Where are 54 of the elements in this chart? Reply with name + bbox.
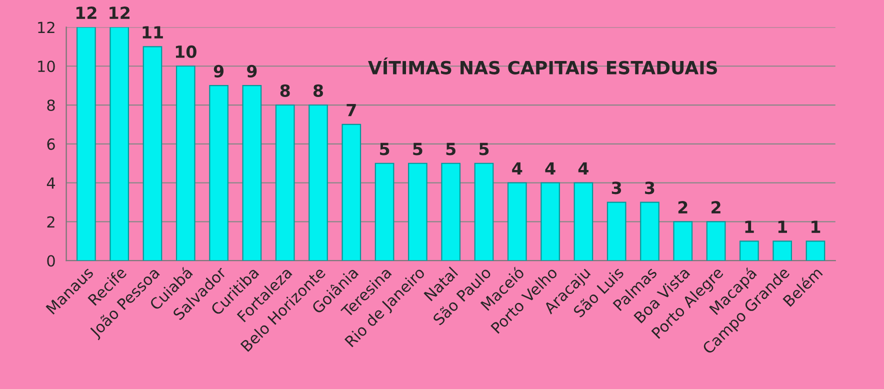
y-tick-label: 8: [47, 99, 55, 112]
bar: [474, 162, 494, 261]
bar: [740, 240, 759, 261]
data-label: 2: [712, 201, 720, 214]
y-tick-label: 4: [46, 177, 56, 189]
bar: [176, 66, 196, 261]
data-label: 3: [612, 182, 622, 194]
bar: [772, 240, 792, 261]
bar: [574, 182, 594, 261]
data-label: 9: [214, 64, 224, 78]
data-label: 12: [110, 6, 130, 19]
bar: [342, 124, 362, 261]
bar: [606, 202, 626, 261]
bar: [110, 27, 130, 261]
bar: [706, 221, 726, 261]
bar: [308, 104, 328, 261]
data-label: 4: [545, 162, 556, 174]
bar: [673, 221, 693, 261]
data-label: 1: [745, 220, 754, 233]
bar: [640, 202, 660, 261]
data-label: 8: [313, 84, 324, 97]
bar: [806, 240, 826, 261]
data-label: 5: [446, 142, 456, 156]
data-label: 3: [645, 182, 654, 194]
data-label: 2: [678, 201, 688, 214]
data-label: 8: [280, 84, 290, 97]
data-label: 7: [346, 104, 356, 116]
y-tick-label: 6: [47, 138, 55, 150]
data-label: 11: [142, 26, 163, 38]
data-label: 1: [778, 220, 787, 233]
data-label: 1: [812, 220, 820, 233]
y-tick-label: 0: [47, 255, 55, 267]
bar: [540, 182, 560, 261]
data-label: 5: [413, 142, 422, 156]
bar: [209, 85, 228, 261]
bar: [142, 46, 162, 261]
data-label: 5: [479, 142, 489, 156]
y-tick-label: 10: [38, 60, 55, 72]
bar: [242, 85, 262, 261]
data-label: 4: [512, 162, 522, 174]
y-tick-label: 2: [47, 216, 54, 228]
data-label: 5: [380, 142, 390, 156]
bar: [275, 104, 295, 261]
bar: [374, 162, 394, 261]
bar: [408, 162, 428, 261]
data-label: 4: [578, 162, 588, 174]
bar: [76, 27, 96, 261]
bar: [441, 162, 461, 261]
data-label: 10: [176, 45, 196, 58]
data-label: 9: [247, 64, 257, 78]
text: VÍTIMAS NAS CAPITAIS ESTADUAIS: [368, 58, 718, 74]
data-label: 12: [76, 6, 96, 19]
y-tick-label: 12: [38, 22, 54, 34]
bar: [507, 182, 527, 261]
